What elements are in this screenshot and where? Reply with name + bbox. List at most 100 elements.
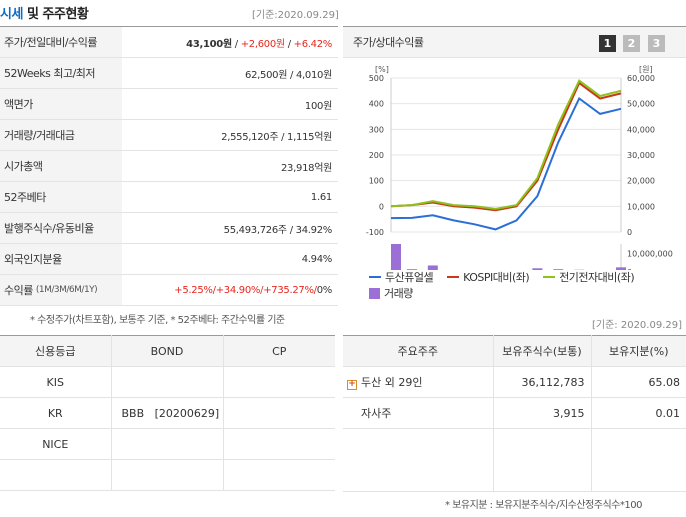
price-rate: +6.42% (293, 38, 333, 50)
holders-header-row: 주요주주 보유주식수(보통) 보유지분(%) (343, 335, 686, 367)
left-tick-label: 400 (369, 100, 384, 109)
quote-row-shares: 발행주식수/유동비율 55,493,726주 / 34.92% (0, 213, 338, 244)
holders-col-header: 보유주식수(보통) (492, 335, 591, 367)
right-tick-label: 0 (627, 228, 632, 237)
volume-bar (616, 267, 626, 270)
quote-row-52w: 52Weeks 최고/최저 62,500원 / 4,010원 (0, 58, 338, 89)
credit-header-row: 신용등급 BOND CP (0, 335, 335, 367)
quote-value: 100원 (304, 100, 332, 112)
price-change: +2,600원 (240, 38, 285, 50)
legend-item: 전기전자대비(좌) (543, 269, 635, 285)
quote-row-price: 주가/전일대비/수익률 43,100원 / +2,600원 / +6.42% (0, 27, 338, 58)
quote-row-returns: 수익률 (1M/3M/6M/1Y) +5.25%/+34.90%/+735.27… (0, 275, 338, 306)
sep: / (284, 38, 294, 50)
return-1m: +5.25%/ (174, 284, 216, 296)
quote-value: 4.94% (301, 253, 333, 265)
chart-page-2-button[interactable]: 2 (623, 35, 640, 52)
quote-row-par: 액면가 100원 (0, 89, 338, 120)
quote-value: 2,555,120주 / 1,115억원 (221, 131, 332, 143)
series-line (390, 96, 622, 231)
series-line (390, 81, 622, 212)
credit-cp (222, 459, 335, 491)
table-row: KR BBB [20200629] (0, 397, 335, 429)
quote-label: 52Weeks 최고/최저 (0, 58, 122, 88)
holder-empty (343, 428, 493, 492)
quote-label: 주가/전일대비/수익률 (0, 27, 122, 57)
legend-line-icon (543, 276, 556, 278)
holders-footnote: * 보유지분 : 보유지분주식수/지수산정주식수*100 (445, 500, 642, 511)
credit-bond (110, 459, 223, 491)
volume-bar (427, 265, 438, 270)
chart-page-3-button[interactable]: 3 (648, 35, 665, 52)
chart-panel: 주가/상대수익률 1 2 3 [%] [원] 500 400 300 200 100 0 -10… (343, 26, 686, 302)
right-axis-unit: [원] (639, 65, 653, 74)
legend-label: 두산퓨얼셀 (385, 271, 434, 284)
volume-tick-label: 10,000,000 (627, 249, 673, 258)
quote-value: 55,493,726주 / 34.92% (223, 224, 333, 236)
quote-label: 액면가 (0, 89, 122, 119)
right-tick-label: 10,000 (627, 202, 655, 211)
credit-col-header: 신용등급 (0, 335, 111, 367)
legend-line-icon (369, 276, 381, 278)
volume-bar (406, 269, 417, 270)
volume-bar (532, 268, 543, 270)
volume-tick-label: 0 (627, 268, 632, 270)
holder-pct: 65.08 (590, 366, 686, 398)
quote-value: +5.25%/+34.90%/+735.27%/0% (122, 285, 338, 296)
return-3m: +34.90%/ (215, 284, 264, 296)
asof-date: [기준:2020.09.29] (252, 10, 339, 21)
legend-box-icon (369, 287, 380, 299)
chart-page-1-button[interactable]: 1 (599, 35, 616, 52)
quote-row-beta: 52주베타 1.61 (0, 182, 338, 213)
price: 43,100원 (186, 38, 232, 50)
holder-empty (590, 428, 686, 492)
legend-item: 두산퓨얼셀 (369, 269, 434, 285)
credit-bond (110, 428, 223, 460)
volume-bar (391, 244, 401, 270)
quote-label: 시가총액 (0, 151, 122, 181)
sep: / (231, 38, 241, 50)
credit-agency: NICE (0, 428, 111, 460)
credit-col-header: CP (222, 335, 335, 367)
quote-label: 52주베타 (0, 182, 122, 212)
quote-label: 외국인지분율 (0, 244, 122, 274)
table-row: NICE (0, 428, 335, 460)
title-highlight: 시세 (0, 7, 23, 22)
quote-row-volume: 거래량/거래대금 2,555,120주 / 1,115억원 (0, 120, 338, 151)
table-row (0, 459, 335, 491)
expand-icon[interactable]: + (347, 379, 357, 390)
right-tick-label: 40,000 (627, 125, 655, 134)
credit-cp (222, 397, 335, 429)
quote-value: 43,100원 / +2,600원 / +6.42% (122, 35, 338, 50)
credit-agency: KR (0, 397, 111, 429)
chart-title: 주가/상대수익률 (353, 36, 424, 49)
holder-name-cell[interactable]: + 두산 외 29인 (343, 366, 493, 398)
series-line (390, 79, 622, 210)
holder-name[interactable]: 두산 외 29인 (361, 376, 423, 389)
right-tick-label: 50,000 (627, 100, 655, 109)
holders-col-header: 주요주주 (343, 335, 493, 367)
credit-agency (0, 459, 111, 491)
price-chart: [%] [원] 500 400 300 200 100 0 -100 60,000 50,000 40… (366, 65, 673, 270)
holder-shares: 3,915 (492, 397, 591, 429)
return-6m: +735.27%/ (263, 284, 317, 296)
legend-label: 거래량 (384, 287, 413, 300)
quote-footnote: * 수정주가(차트포함), 보통주 기준, * 52주베타: 주간수익률 기준 (30, 315, 285, 326)
left-axis-unit: [%] (375, 65, 389, 74)
left-tick-label: 500 (369, 74, 384, 83)
return-1y: 0% (316, 284, 333, 296)
right-tick-label: 60,000 (627, 74, 655, 83)
quote-value: 62,500원 / 4,010원 (245, 69, 332, 81)
returns-sub: (1M/3M/6M/1Y) (35, 285, 98, 295)
volume-bar (553, 269, 564, 270)
returns-label: 수익률 (4, 284, 33, 297)
legend-label: KOSPI대비(좌) (463, 271, 530, 284)
left-tick-label: 300 (369, 125, 384, 134)
legend-label: 전기전자대비(좌) (559, 271, 635, 284)
right-tick-label: 30,000 (627, 151, 655, 160)
table-row: 자사주 3,915 0.01 (343, 397, 686, 429)
page-title: 시세 및 주주현황 (0, 3, 89, 22)
left-tick-label: 0 (379, 202, 384, 211)
table-row: + 두산 외 29인 36,112,783 65.08 (343, 366, 686, 398)
quote-row-foreign: 외국인지분율 4.94% (0, 244, 338, 275)
